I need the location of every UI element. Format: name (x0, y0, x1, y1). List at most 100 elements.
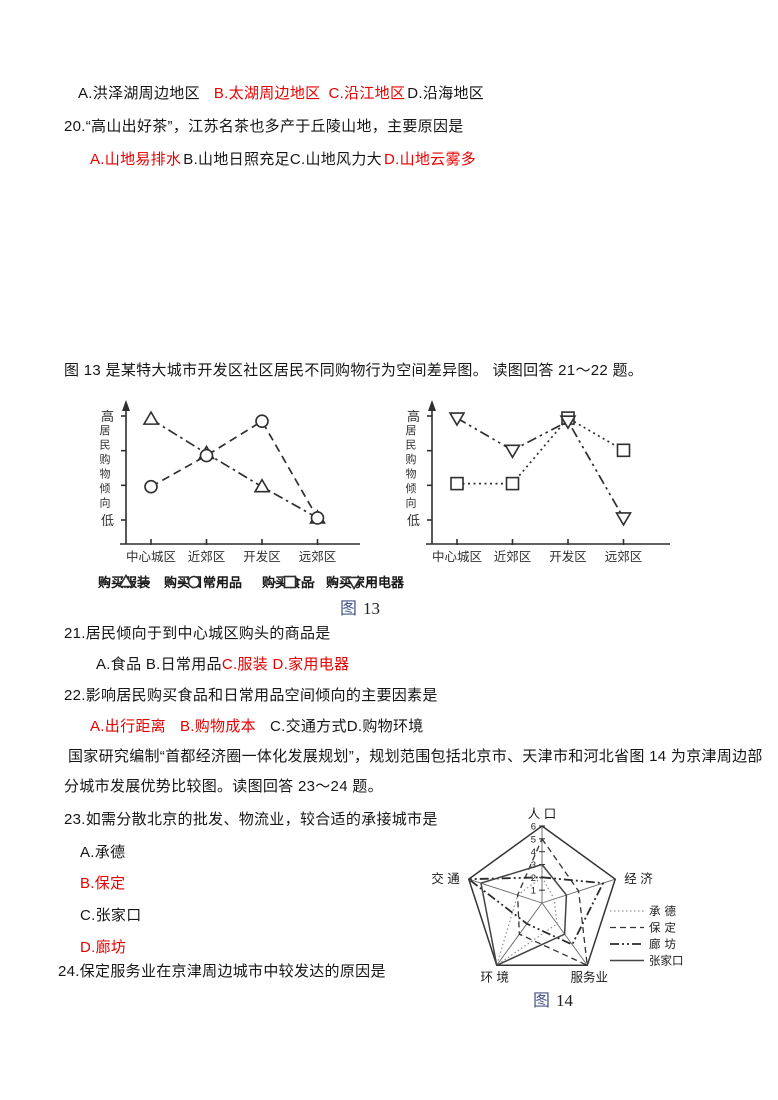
series-line-square (457, 416, 624, 485)
q19-option-a: A.洪泽湖周边地区 (78, 85, 200, 102)
svg-text:中心城区: 中心城区 (126, 549, 176, 564)
svg-text:交 通: 交 通 (431, 871, 460, 886)
svg-text:民: 民 (100, 440, 111, 452)
q22-options-cd: C.交通方式D.购物环境 (269, 718, 424, 735)
svg-text:保定: 保定 (649, 921, 680, 935)
svg-text:3: 3 (531, 860, 536, 871)
legend-sample-food (263, 575, 318, 588)
legend-sample-appliance (327, 576, 382, 590)
fig14-caption-fig: 图 (533, 991, 550, 1010)
svg-text:人 口: 人 口 (528, 807, 556, 821)
svg-text:廊坊: 廊坊 (649, 937, 680, 951)
triangle-marker (253, 478, 271, 493)
svg-text:6: 6 (531, 822, 536, 833)
fig14-caption: 图 14 (498, 986, 608, 1011)
svg-text:5: 5 (531, 834, 536, 845)
svg-text:张家口: 张家口 (649, 954, 684, 968)
svg-text:2: 2 (531, 873, 536, 884)
svg-text:中心城区: 中心城区 (432, 549, 482, 564)
q19-option-d: D.沿海地区 (407, 85, 485, 102)
q20-stem: 20.“高山出好茶”，江苏名茶也多产于丘陵山地，主要原因是 (64, 118, 464, 135)
invtriangle-marker (448, 412, 466, 427)
radar-series-dashdotdot (466, 876, 605, 946)
legend-label: 购买日常用品 (164, 575, 243, 590)
svg-text:开发区: 开发区 (243, 549, 281, 564)
series-line-invtriangle (456, 417, 625, 519)
q23-option-b: B.保定 (80, 875, 126, 892)
legend-item-clothing: 购买服装 (98, 572, 153, 591)
series-line-triangle (150, 418, 318, 519)
svg-text:近郊区: 近郊区 (188, 549, 226, 564)
triangle-marker (142, 410, 160, 425)
q23-option-c: C.张家口 (80, 907, 142, 924)
svg-text:向: 向 (406, 496, 417, 510)
svg-text:民: 民 (406, 440, 417, 452)
svg-text:向: 向 (100, 496, 111, 510)
para2-line2: 分城市发展优势比较图。读图回答 23～24 题。 (64, 778, 383, 795)
svg-text:环 境: 环 境 (480, 969, 508, 984)
legend-item-daily: 购买日常用品 (164, 572, 242, 591)
svg-text:近郊区: 近郊区 (494, 549, 532, 564)
svg-text:倾: 倾 (100, 482, 111, 495)
legend-sample-daily (165, 575, 224, 588)
q23-stem: 23.如需分散北京的批发、物流业，较合适的承接城市是 (64, 811, 438, 828)
svg-text:购: 购 (406, 452, 417, 466)
svg-text:物: 物 (406, 467, 417, 481)
svg-text:4: 4 (531, 847, 536, 858)
svg-text:高: 高 (101, 409, 114, 424)
fig13-caption-num: 13 (363, 599, 380, 618)
circle-marker (310, 511, 325, 525)
q21-options-cd: C.服装 D.家用电器 (221, 656, 350, 673)
svg-text:服务业: 服务业 (571, 969, 609, 984)
q21-options: A.食品 B.日常用品C.服装 D.家用电器 (96, 655, 349, 675)
circle-marker (187, 575, 201, 588)
q20-option-c: C.山地风力大 (289, 151, 382, 168)
q20-option-a: A.山地易排水 (90, 151, 182, 168)
circle-marker (144, 479, 158, 494)
q21-options-ab: A.食品 B.日常用品 (96, 656, 222, 673)
radar-series-dotted (495, 876, 558, 967)
invtriangle-marker (346, 576, 362, 590)
legend-label: 购买家用电器 (326, 575, 405, 590)
invtriangle-marker (559, 415, 577, 430)
q24-stem: 24.保定服务业在京津周边城市中较发达的原因是 (58, 963, 386, 980)
radar-series-solid (480, 863, 568, 967)
q22-stem: 22.影响居民购买食品和日常用品空间倾向的主要因素是 (64, 687, 438, 704)
svg-text:远郊区: 远郊区 (605, 549, 643, 564)
svg-text:1: 1 (531, 886, 536, 897)
svg-text:低: 低 (101, 513, 114, 528)
q20-option-b: B.山地日照充足 (183, 151, 290, 168)
fig13-legend: 购买服装 购买日常用品 购买食品 购买家用电器 (98, 572, 404, 591)
q23-option-d: D.廊坊 (80, 939, 127, 956)
svg-text:居: 居 (406, 425, 417, 437)
legend-item-food: 购买食品 (262, 572, 318, 591)
svg-text:居: 居 (100, 425, 111, 437)
fig13-intro: 图 13 是某特大城市开发区社区居民不同购物行为空间差异图。 读图回答 21～2… (64, 362, 644, 379)
legend-item-appliance: 购买家用电器 (326, 572, 404, 591)
svg-text:远郊区: 远郊区 (299, 549, 337, 564)
svg-text:开发区: 开发区 (549, 549, 587, 564)
svg-text:购: 购 (100, 452, 111, 466)
svg-text:高: 高 (407, 409, 420, 424)
svg-text:经 济: 经 济 (624, 871, 653, 886)
q23-option-a: A.承德 (80, 844, 126, 861)
q22-options: A.出行距离 B.购物成本 C.交通方式D.购物环境 (90, 717, 424, 737)
q22-option-a: A.出行距离 (90, 718, 166, 735)
svg-text:低: 低 (407, 513, 420, 528)
svg-text:物: 物 (100, 467, 111, 481)
svg-text:承德: 承德 (649, 904, 680, 918)
triangle-marker (118, 573, 134, 587)
fig13-caption-fig: 图 (340, 599, 357, 618)
q19-option-c: C.沿江地区 (328, 85, 406, 102)
q20-options: A.山地易排水 B.山地日照充足C.山地风力大 D.山地云雾多 (90, 150, 476, 170)
q19-options: A.洪泽湖周边地区 B.太湖周边地区 C.沿江地区 D.沿海地区 (78, 84, 484, 104)
para2-line1: 国家研究编制“首都经济圈一体化发展规划”，规划范围包括北京市、天津市和河北省图 … (68, 748, 763, 765)
circle-marker (255, 414, 269, 429)
q21-stem: 21.居民倾向于到中心城区购头的商品是 (64, 625, 331, 642)
square-marker (505, 476, 520, 491)
q20-option-d: D.山地云雾多 (383, 151, 477, 168)
